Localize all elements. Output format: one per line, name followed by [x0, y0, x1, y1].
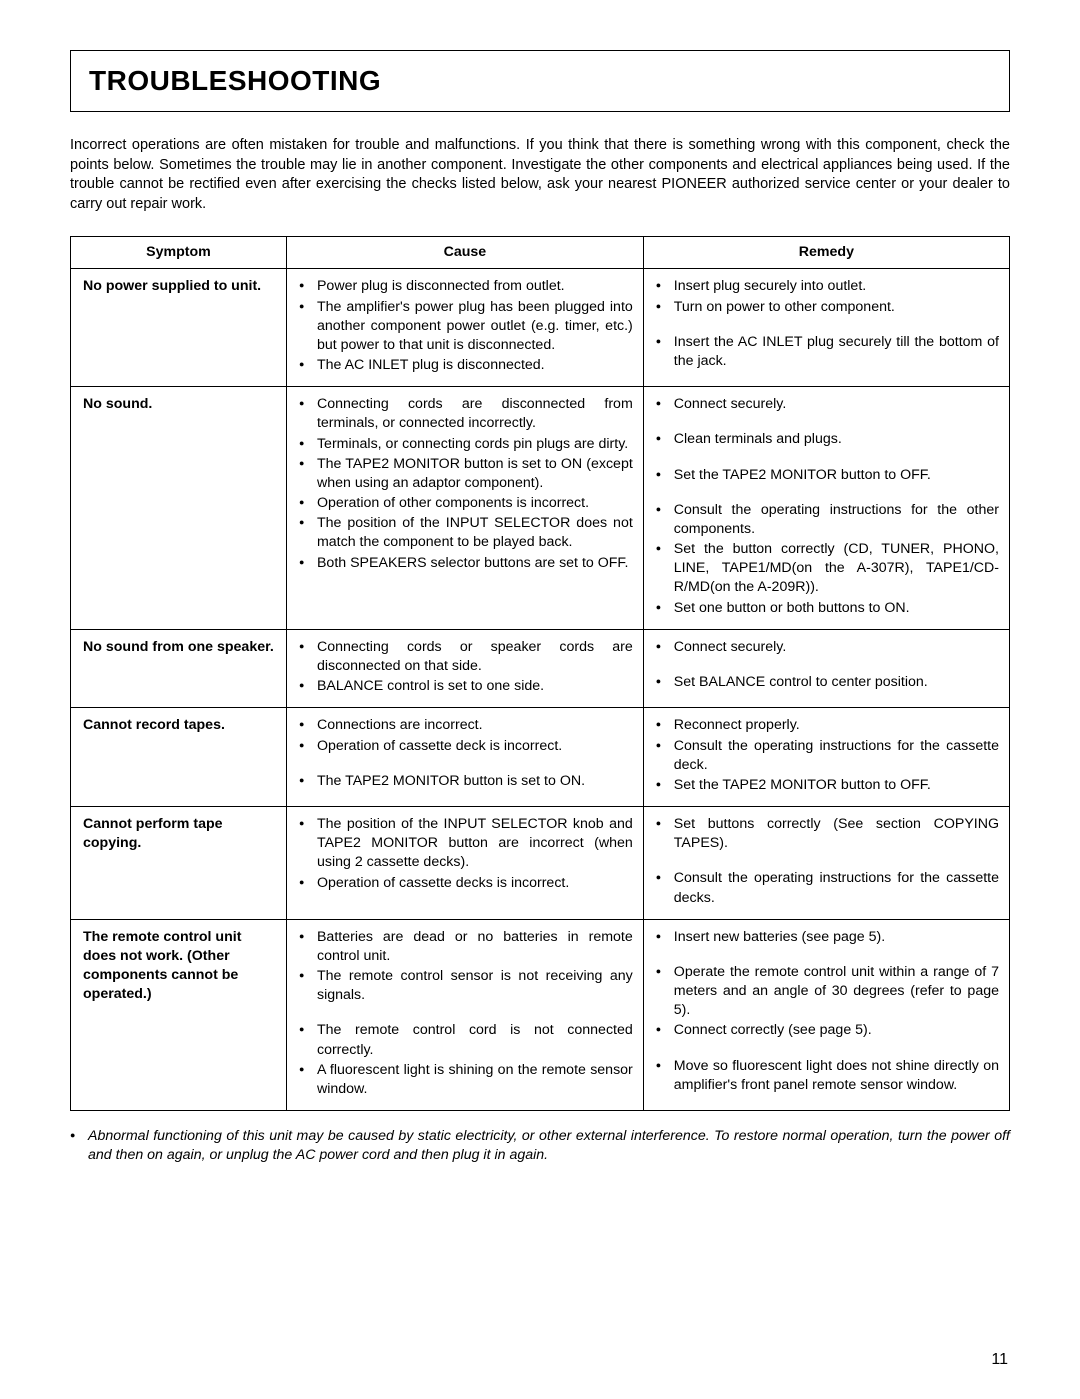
table-row: The remote control unit does not work. (… — [71, 919, 1010, 1110]
remedy-item: Set the button correctly (CD, TUNER, PHO… — [656, 540, 999, 598]
cause-item: The remote control sensor is not receivi… — [299, 967, 633, 1005]
table-row: No power supplied to unit.Power plug is … — [71, 269, 1010, 387]
cause-item: Connecting cords are disconnected from t… — [299, 395, 633, 433]
remedy-item: Set the TAPE2 MONITOR button to OFF. — [656, 776, 999, 795]
footnote-text: Abnormal functioning of this unit may be… — [70, 1127, 1010, 1165]
troubleshooting-table: Symptom Cause Remedy No power supplied t… — [70, 236, 1010, 1111]
cause-item: Both SPEAKERS selector buttons are set t… — [299, 554, 633, 573]
header-remedy: Remedy — [643, 237, 1009, 269]
cause-cell: Connections are incorrect. Operation of c… — [286, 708, 643, 807]
header-cause: Cause — [286, 237, 643, 269]
remedy-item: Connect securely. — [656, 395, 999, 414]
remedy-cell: Insert new batteries (see page 5). Operat… — [643, 919, 1009, 1110]
title-container: TROUBLESHOOTING — [70, 50, 1010, 112]
cause-item: The TAPE2 MONITOR button is set to ON (e… — [299, 455, 633, 493]
cause-item: The AC INLET plug is disconnected. — [299, 356, 633, 375]
remedy-item: Move so fluorescent light does not shine… — [656, 1057, 999, 1095]
cause-item: Power plug is disconnected from outlet. — [299, 277, 633, 296]
remedy-item: Clean terminals and plugs. — [656, 430, 999, 449]
symptom-cell: No sound. — [71, 387, 287, 630]
remedy-item: Connect securely. — [656, 638, 999, 657]
symptom-cell: No sound from one speaker. — [71, 629, 287, 708]
remedy-cell: Reconnect properly. Consult the operating… — [643, 708, 1009, 807]
remedy-item: Reconnect properly. — [656, 716, 999, 735]
remedy-item: Operate the remote control unit within a… — [656, 963, 999, 1021]
cause-cell: Power plug is disconnected from outlet. T… — [286, 269, 643, 387]
table-row: Cannot record tapes.Connections are inco… — [71, 708, 1010, 807]
cause-item: The TAPE2 MONITOR button is set to ON. — [299, 772, 633, 791]
cause-item: The remote control cord is not connected… — [299, 1021, 633, 1059]
symptom-cell: Cannot perform tape copying. — [71, 807, 287, 920]
cause-item: Connections are incorrect. — [299, 716, 633, 735]
remedy-cell: Connect securely. Clean terminals and plu… — [643, 387, 1009, 630]
cause-item: Operation of cassette decks is incorrect… — [299, 874, 633, 893]
remedy-item: Consult the operating instructions for t… — [656, 501, 999, 539]
cause-item: The amplifier's power plug has been plug… — [299, 298, 633, 356]
remedy-item: Insert new batteries (see page 5). — [656, 928, 999, 947]
table-row: Cannot perform tape copying.The position… — [71, 807, 1010, 920]
header-symptom: Symptom — [71, 237, 287, 269]
cause-cell: Batteries are dead or no batteries in re… — [286, 919, 643, 1110]
symptom-cell: The remote control unit does not work. (… — [71, 919, 287, 1110]
cause-item: A fluorescent light is shining on the re… — [299, 1061, 633, 1099]
page-title: TROUBLESHOOTING — [89, 65, 991, 97]
cause-cell: Connecting cords are disconnected from t… — [286, 387, 643, 630]
remedy-item: Set BALANCE control to center position. — [656, 673, 999, 692]
cause-item: Batteries are dead or no batteries in re… — [299, 928, 633, 966]
remedy-item: Set buttons correctly (See section COPYI… — [656, 815, 999, 853]
cause-item: Connecting cords or speaker cords are di… — [299, 638, 633, 676]
remedy-item: Insert plug securely into outlet. — [656, 277, 999, 296]
cause-item: Terminals, or connecting cords pin plugs… — [299, 435, 633, 454]
cause-cell: Connecting cords or speaker cords are di… — [286, 629, 643, 708]
remedy-item: Insert the AC INLET plug securely till t… — [656, 333, 999, 371]
symptom-cell: Cannot record tapes. — [71, 708, 287, 807]
remedy-cell: Set buttons correctly (See section COPYI… — [643, 807, 1009, 920]
remedy-item: Set one button or both buttons to ON. — [656, 599, 999, 618]
remedy-cell: Connect securely. Set BALANCE control to … — [643, 629, 1009, 708]
remedy-item: Consult the operating instructions for t… — [656, 869, 999, 907]
cause-item: The position of the INPUT SELECTOR knob … — [299, 815, 633, 873]
remedy-item: Turn on power to other component. — [656, 298, 999, 317]
cause-cell: The position of the INPUT SELECTOR knob … — [286, 807, 643, 920]
cause-item: Operation of other components is incorre… — [299, 494, 633, 513]
remedy-item: Consult the operating instructions for t… — [656, 737, 999, 775]
page-number: 11 — [991, 1351, 1008, 1369]
remedy-item: Set the TAPE2 MONITOR button to OFF. — [656, 466, 999, 485]
symptom-cell: No power supplied to unit. — [71, 269, 287, 387]
cause-item: The position of the INPUT SELECTOR does … — [299, 514, 633, 552]
cause-item: BALANCE control is set to one side. — [299, 677, 633, 696]
table-row: No sound from one speaker. Connecting cor… — [71, 629, 1010, 708]
remedy-cell: Insert plug securely into outlet. Turn on… — [643, 269, 1009, 387]
remedy-item: Connect correctly (see page 5). — [656, 1021, 999, 1040]
cause-item: Operation of cassette deck is incorrect. — [299, 737, 633, 756]
table-row: No sound. Connecting cords are disconnect… — [71, 387, 1010, 630]
intro-text: Incorrect operations are often mistaken … — [70, 136, 1010, 214]
